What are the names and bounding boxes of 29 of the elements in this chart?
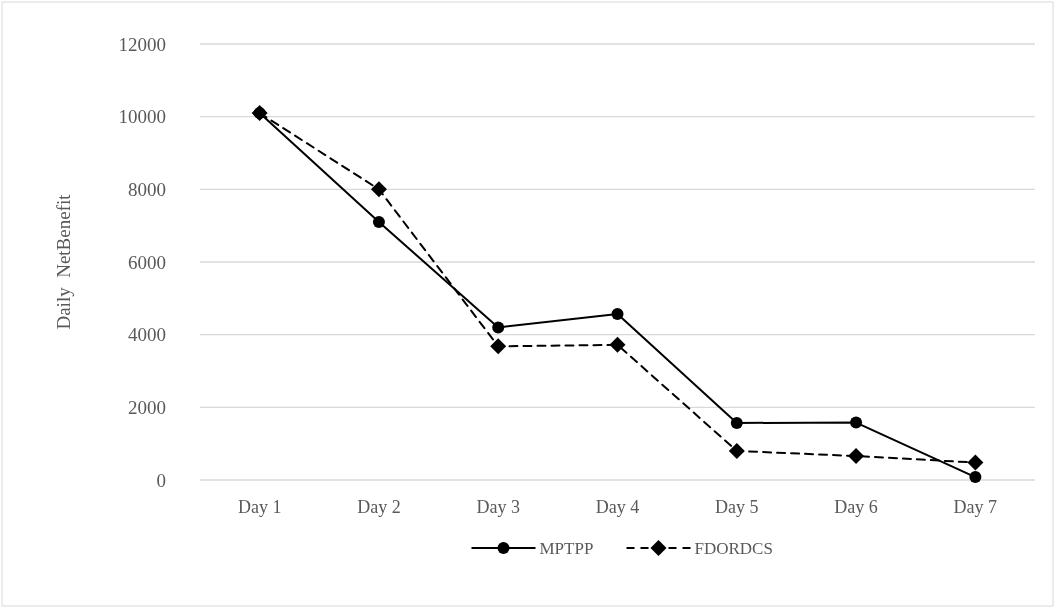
y-tick-label: 2000 [128, 396, 166, 418]
y-tick-label: 0 [156, 469, 166, 491]
point [728, 442, 745, 459]
y-tick-label: 12000 [118, 33, 166, 55]
y-tick-label: 6000 [128, 251, 166, 273]
y-tick-label: 8000 [128, 178, 166, 200]
legend-label: MPTPP [539, 538, 594, 558]
point [490, 338, 507, 355]
point [730, 416, 743, 429]
x-tick-label: Day 3 [476, 497, 520, 517]
x-tick-label: Day 2 [357, 497, 401, 517]
point [372, 216, 385, 229]
x-tick-label: Day 4 [595, 497, 640, 517]
y-axis-title: Daily NetBenefit [53, 193, 74, 330]
point [850, 416, 863, 429]
x-tick-label: Day 6 [834, 497, 878, 517]
point [848, 448, 865, 465]
point [967, 454, 984, 471]
point [492, 321, 505, 334]
y-tick-label: 4000 [128, 324, 166, 346]
legend-label: FDORDCS [694, 538, 773, 558]
point [969, 471, 982, 484]
x-tick-label: Day 1 [237, 497, 282, 517]
point [609, 336, 626, 353]
y-tick-label: 10000 [118, 106, 166, 128]
x-tick-label: Day 7 [953, 497, 998, 517]
point [611, 307, 624, 320]
point [370, 181, 387, 198]
x-tick-label: Day 5 [715, 497, 759, 517]
